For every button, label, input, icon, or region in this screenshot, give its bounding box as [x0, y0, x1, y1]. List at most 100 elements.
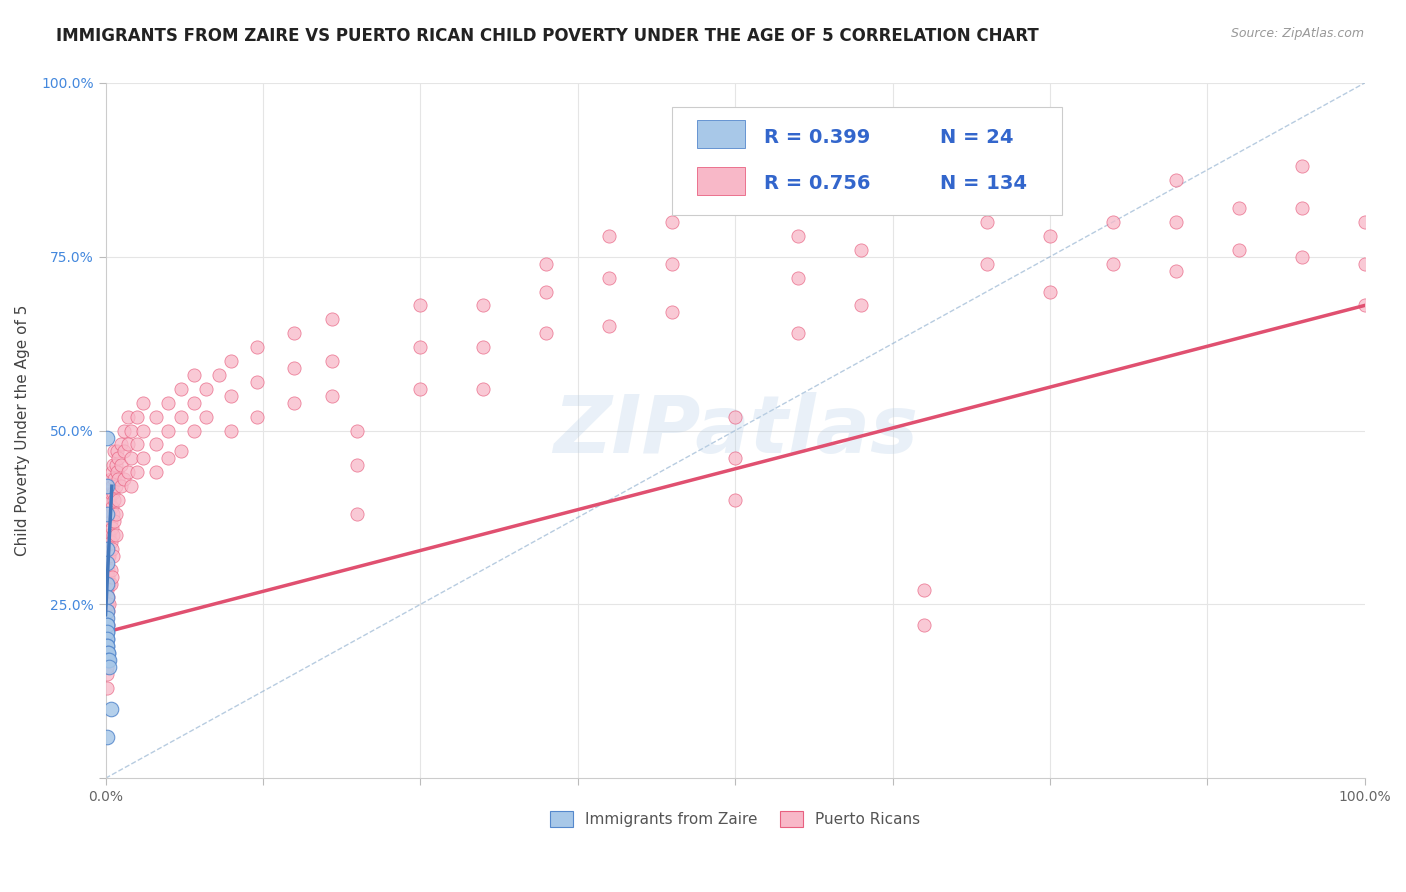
Point	[110, 458, 132, 473]
Point	[101, 500, 124, 514]
Point	[321, 312, 343, 326]
Point	[100, 702, 122, 716]
Point	[246, 375, 269, 389]
Point	[103, 472, 125, 486]
Point	[96, 681, 118, 695]
Point	[97, 604, 120, 618]
Point	[132, 451, 155, 466]
Text: ZIPatlas: ZIPatlas	[553, 392, 918, 469]
Point	[1102, 257, 1125, 271]
Point	[96, 632, 118, 647]
Point	[472, 298, 495, 312]
Point	[112, 472, 135, 486]
Point	[101, 549, 124, 563]
Point	[96, 576, 118, 591]
Point	[100, 576, 122, 591]
Point	[97, 591, 120, 605]
Point	[101, 458, 124, 473]
Point	[208, 368, 231, 382]
Point	[100, 563, 122, 577]
Point	[103, 444, 125, 458]
Point	[283, 361, 305, 376]
FancyBboxPatch shape	[697, 167, 745, 194]
Point	[96, 646, 118, 660]
Point	[145, 437, 167, 451]
Text: N = 134: N = 134	[941, 174, 1028, 194]
Point	[97, 576, 120, 591]
Point	[1291, 250, 1313, 264]
Point	[98, 528, 121, 542]
Point	[98, 598, 121, 612]
Point	[96, 604, 118, 618]
Point	[472, 340, 495, 354]
Point	[787, 326, 810, 341]
Point	[1291, 201, 1313, 215]
Point	[96, 639, 118, 653]
Point	[96, 583, 118, 598]
Point	[96, 618, 118, 632]
Point	[96, 507, 118, 521]
Point	[912, 618, 935, 632]
Point	[125, 437, 148, 451]
Point	[661, 305, 683, 319]
Point	[96, 479, 118, 493]
Point	[170, 409, 193, 424]
Point	[346, 507, 368, 521]
Point	[346, 424, 368, 438]
Point	[96, 591, 118, 605]
Point	[96, 431, 118, 445]
Point	[1291, 160, 1313, 174]
Point	[157, 424, 180, 438]
Point	[1164, 173, 1187, 187]
Point	[96, 639, 118, 653]
Point	[101, 479, 124, 493]
Point	[96, 618, 118, 632]
Point	[96, 632, 118, 647]
Text: N = 24: N = 24	[941, 128, 1014, 146]
Point	[98, 653, 121, 667]
Point	[246, 409, 269, 424]
Point	[598, 319, 620, 334]
Point	[132, 424, 155, 438]
Point	[1039, 187, 1062, 202]
Point	[96, 660, 118, 674]
Point	[100, 534, 122, 549]
Point	[787, 228, 810, 243]
Point	[98, 660, 121, 674]
Text: R = 0.756: R = 0.756	[763, 174, 870, 194]
Point	[346, 458, 368, 473]
Point	[976, 257, 998, 271]
Point	[117, 437, 139, 451]
Point	[96, 632, 118, 647]
Point	[536, 285, 558, 299]
Point	[598, 270, 620, 285]
Point	[96, 611, 118, 625]
Point	[107, 493, 129, 508]
Point	[112, 444, 135, 458]
Point	[117, 409, 139, 424]
Point	[1039, 228, 1062, 243]
Point	[96, 611, 118, 625]
Point	[787, 270, 810, 285]
Point	[157, 396, 180, 410]
Point	[409, 382, 432, 396]
Point	[96, 625, 118, 640]
Point	[96, 730, 118, 744]
Point	[104, 528, 127, 542]
Point	[321, 389, 343, 403]
Point	[107, 472, 129, 486]
Point	[195, 382, 218, 396]
Point	[409, 298, 432, 312]
Point	[976, 215, 998, 229]
Point	[101, 528, 124, 542]
Point	[98, 549, 121, 563]
Point	[472, 382, 495, 396]
Point	[145, 409, 167, 424]
Text: IMMIGRANTS FROM ZAIRE VS PUERTO RICAN CHILD POVERTY UNDER THE AGE OF 5 CORRELATI: IMMIGRANTS FROM ZAIRE VS PUERTO RICAN CH…	[56, 27, 1039, 45]
Point	[105, 444, 128, 458]
Point	[97, 541, 120, 556]
FancyBboxPatch shape	[697, 120, 745, 148]
Point	[101, 521, 124, 535]
Point	[96, 625, 118, 640]
Point	[104, 507, 127, 521]
